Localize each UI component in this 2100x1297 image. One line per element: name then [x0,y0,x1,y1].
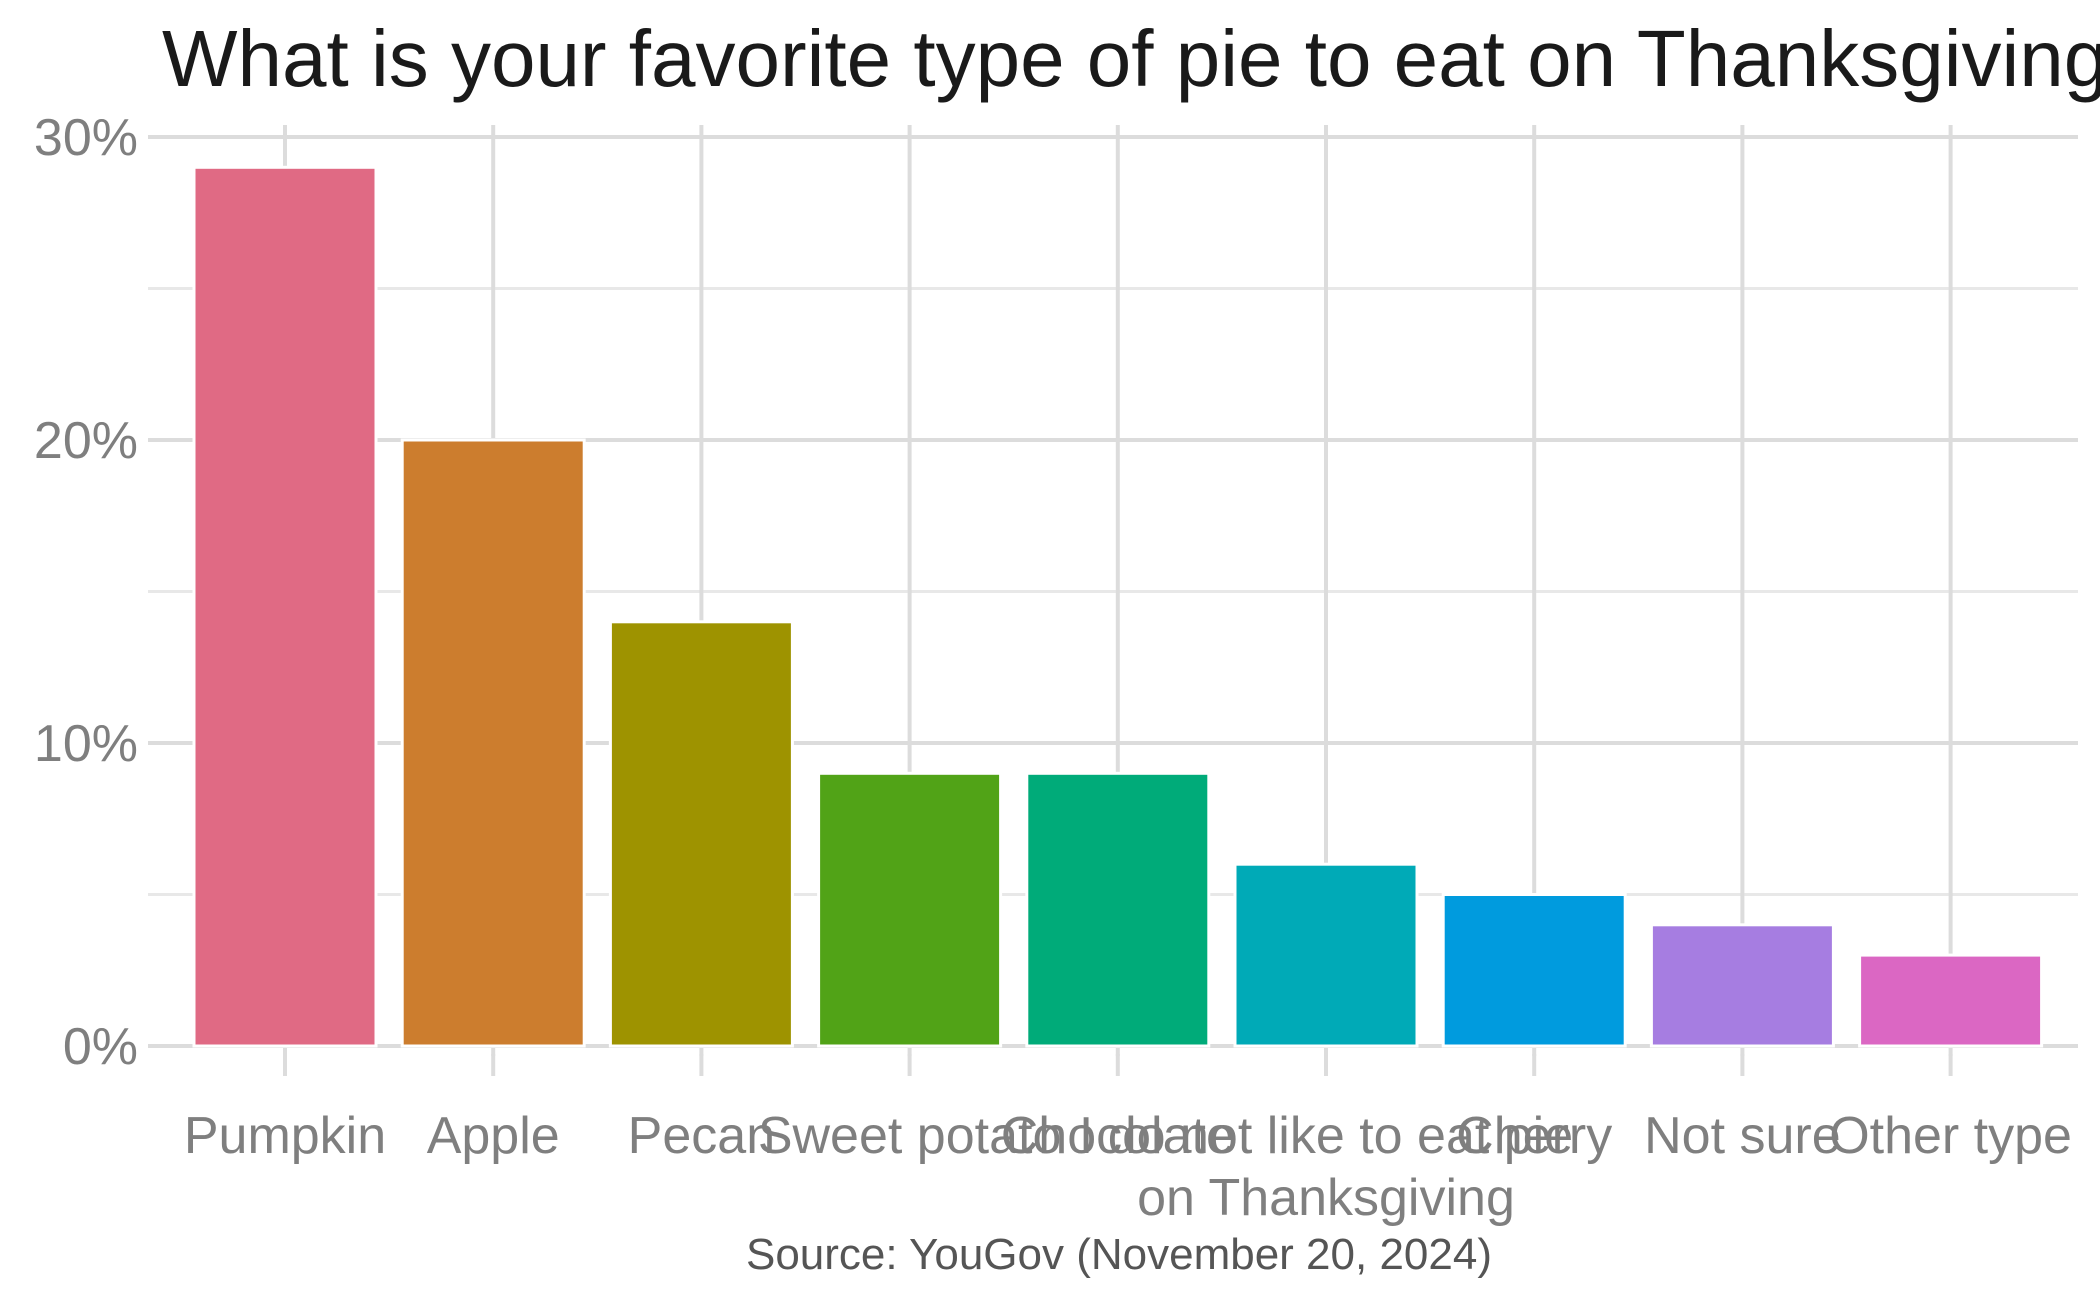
x-tick-label: Not sure [1644,1107,1841,1165]
x-tick-label: Sweet potato [758,1107,1062,1165]
bar-pumpkin [192,165,378,1048]
x-tick-label: Other type [1829,1107,2072,1165]
x-tick-label: Apple [427,1107,560,1165]
chart-caption: Source: YouGov (November 20, 2024) [746,1230,1492,1279]
x-tick-label: on Thanksgiving [1137,1169,1515,1227]
bar-sweet-potato [817,771,1003,1048]
bar-not-sure [1649,923,1835,1048]
x-tick-label: Pecan [628,1107,775,1165]
bar-other-type [1858,953,2044,1048]
bar-apple [400,438,586,1048]
bar-pecan [608,620,794,1048]
bar-cherry [1441,893,1627,1048]
bar-chocolate [1025,771,1211,1048]
x-tick-label: Pumpkin [184,1107,386,1165]
bars [192,165,2044,1048]
x-tick-label: Chocolate [1001,1107,1235,1165]
y-tick-label: 0% [63,1018,138,1076]
x-tick-label: Cherry [1456,1107,1612,1165]
y-tick-label: 30% [34,109,138,167]
x-tick-label: I do not like to eat pie [1079,1107,1573,1165]
chart-title: What is your favorite type of pie to eat… [162,14,2100,103]
y-axis: 0% 10% 20% 30% [34,109,162,1076]
bar-i-do-not-like-to-eat-pie-on-thanksgiving [1233,862,1419,1048]
y-tick-label: 10% [34,715,138,773]
y-tick-label: 20% [34,412,138,470]
